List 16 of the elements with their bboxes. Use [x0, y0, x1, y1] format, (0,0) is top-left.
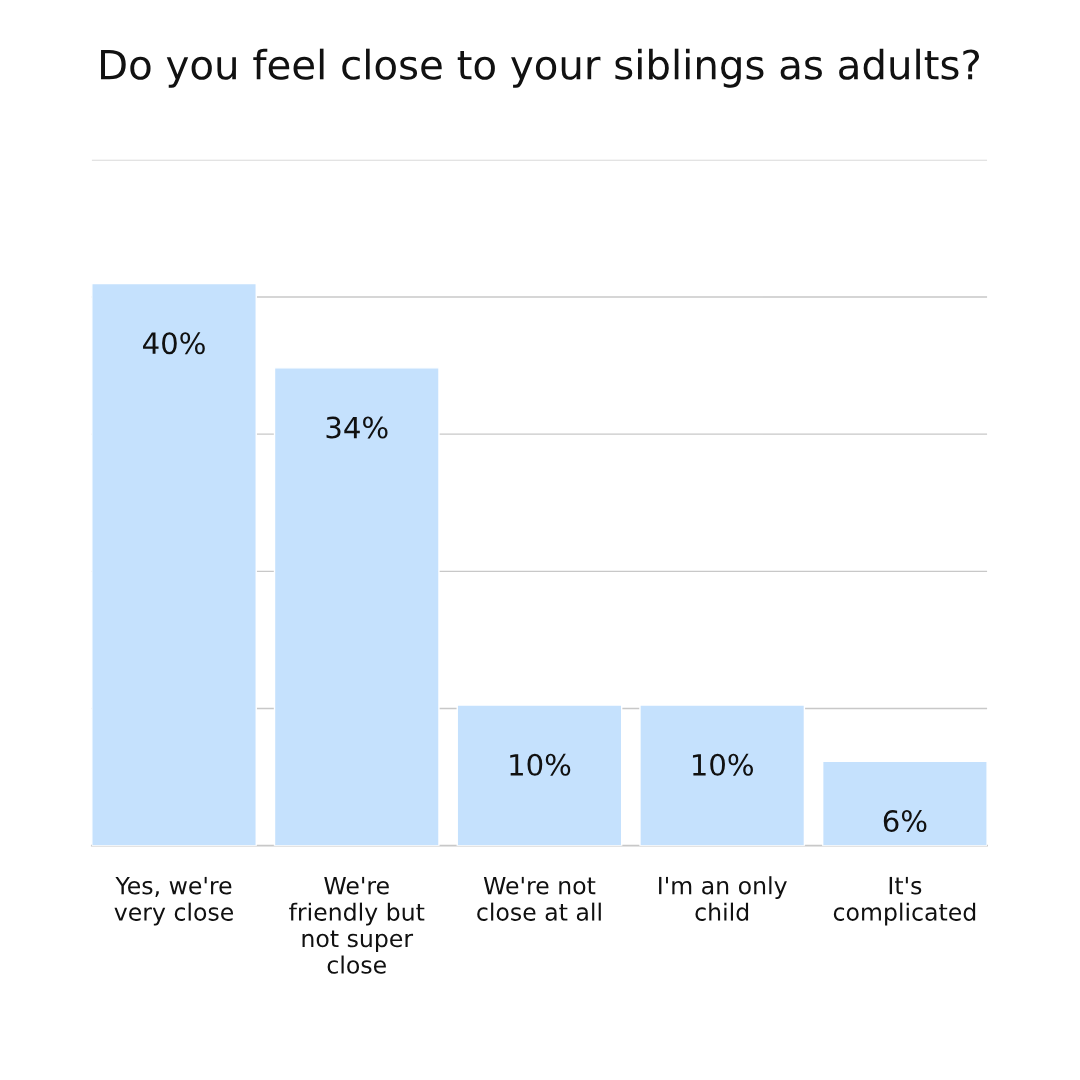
bar	[639, 704, 806, 846]
x-tick-label: We're friendly but not super close	[289, 876, 425, 974]
bar	[456, 704, 623, 846]
data-label: 10%	[510, 753, 571, 776]
bar	[821, 760, 988, 846]
data-label: 34%	[326, 416, 388, 439]
x-tick-label: It's complicated	[833, 876, 976, 926]
data-label: 10%	[692, 753, 753, 776]
data-label: 6%	[883, 810, 927, 833]
chart-title: Do you feel close to your siblings as adults?	[101, 48, 980, 88]
x-tick-label: We're not close at all	[477, 876, 601, 921]
bar	[273, 367, 440, 846]
x-tick-label: Yes, we're very close	[114, 876, 234, 926]
data-label: 40%	[143, 332, 205, 355]
bar	[91, 282, 257, 846]
x-tick-label: I'm an only child	[659, 876, 787, 921]
